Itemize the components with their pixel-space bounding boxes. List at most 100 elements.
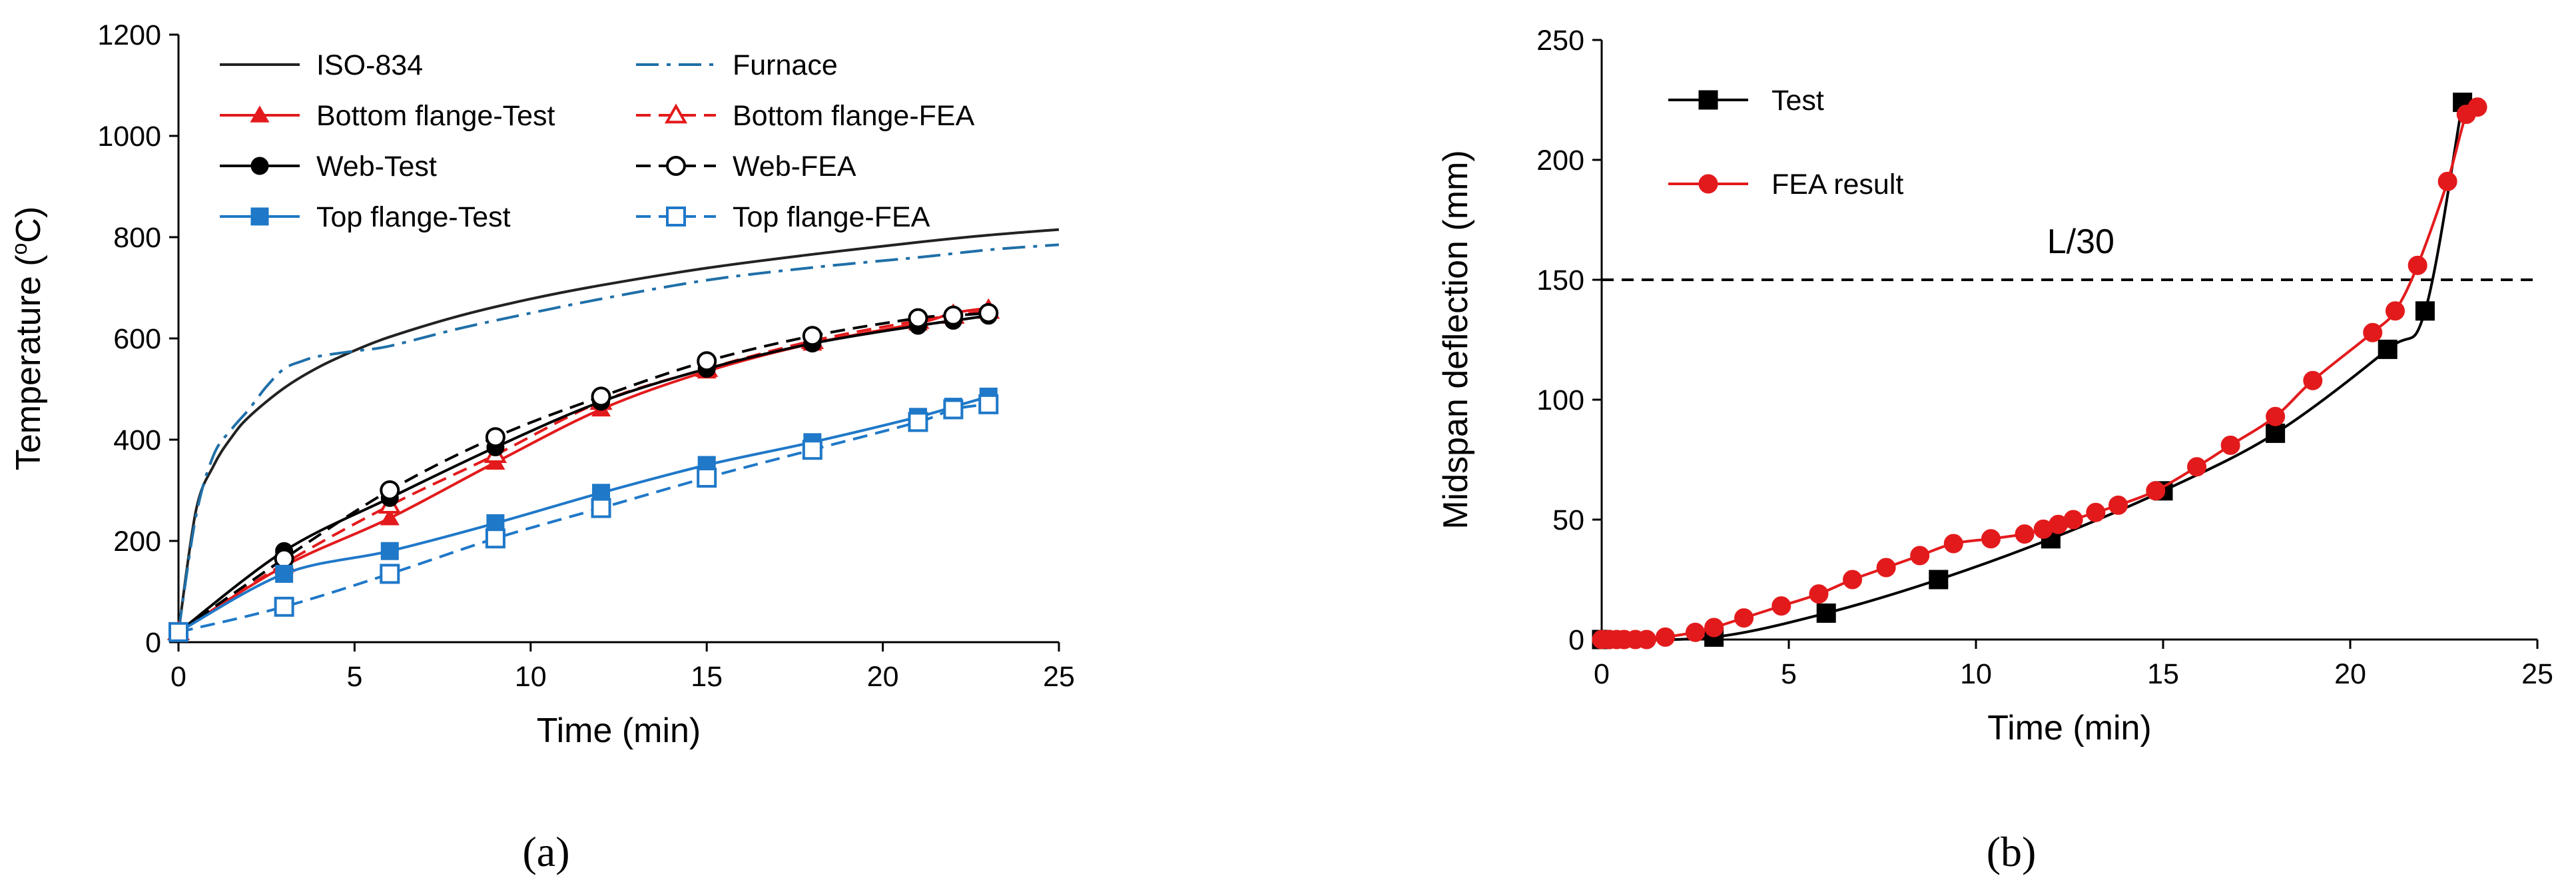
x-tick-label: 20	[2334, 658, 2366, 690]
data-point-marker	[2266, 423, 2286, 443]
data-point-marker	[1816, 603, 1836, 623]
reference-line-label: L/30	[2047, 222, 2114, 261]
series-line	[177, 309, 989, 634]
legend-entry-label: Furnace	[733, 49, 838, 81]
y-tick-label: 0	[145, 627, 161, 659]
degree-superscript: o	[7, 243, 31, 255]
y-axis-title-part: C)	[9, 207, 48, 243]
data-point-marker	[485, 427, 505, 448]
data-point-marker	[1771, 596, 1791, 616]
series-line	[1602, 105, 2479, 642]
chart-panel-a: 0 5 10 15 20 25 0 200 400 600 800 1000 1200 Time (min…	[7, 19, 1075, 875]
data-point-marker	[1686, 622, 1705, 642]
legend-entry-label: Bottom flange-Test	[316, 100, 555, 132]
data-point-marker	[2437, 171, 2457, 191]
data-point-marker	[908, 308, 928, 328]
data-point-marker	[274, 596, 294, 617]
data-point-marker	[1929, 570, 1949, 590]
data-point-marker	[485, 528, 505, 549]
x-tick-label: 15	[2147, 658, 2179, 690]
data-point-marker	[380, 564, 400, 584]
data-point-marker	[1636, 630, 1656, 650]
data-point-marker	[1981, 529, 2001, 549]
data-point-marker	[1910, 546, 1930, 566]
data-point-marker	[1704, 618, 1724, 638]
panel-label: (a)	[522, 828, 569, 875]
y-tick-label: 600	[113, 323, 161, 355]
x-tick-label: 10	[1960, 658, 1992, 690]
legend: Test FEA result	[1668, 85, 1903, 201]
legend-entry-label: Top flange-Test	[316, 201, 511, 233]
series-furnace	[177, 243, 1060, 633]
data-point-marker	[168, 622, 188, 642]
y-tick-label: 100	[1536, 384, 1584, 416]
series-fea-result	[1592, 97, 2487, 650]
data-point-marker	[591, 498, 611, 518]
x-tick-label: 5	[346, 661, 362, 693]
y-tick-label: 1000	[97, 121, 161, 153]
data-point-marker	[2378, 339, 2398, 359]
y-tick-label: 150	[1536, 264, 1584, 296]
y-axis-title-part: Temperature (	[9, 254, 48, 470]
y-tick-label: 400	[113, 424, 161, 456]
y-tick-label: 250	[1536, 25, 1584, 57]
y-tick-label: 0	[1568, 624, 1584, 656]
data-point-marker	[2303, 370, 2323, 390]
series-line	[178, 402, 989, 634]
series-line	[177, 228, 1060, 633]
legend-marker-swatch	[250, 207, 269, 226]
x-tick-label: 0	[1594, 658, 1610, 690]
legend-marker-swatch	[1698, 90, 1718, 110]
x-tick-label: 10	[515, 661, 547, 693]
data-point-marker	[2063, 510, 2083, 530]
data-point-marker	[380, 542, 399, 560]
data-point-marker	[2415, 301, 2435, 321]
legend-marker-swatch	[250, 157, 269, 175]
data-point-marker	[802, 326, 822, 346]
legend-entry-label: Web-FEA	[733, 151, 856, 183]
y-tick-label: 200	[1536, 145, 1584, 177]
legend-marker-swatch	[250, 105, 270, 123]
x-tick-label: 0	[170, 661, 186, 693]
data-point-marker	[1734, 608, 1754, 628]
series-iso-834	[177, 228, 1060, 633]
data-point-marker	[1656, 627, 1676, 647]
data-point-marker	[697, 351, 717, 372]
legend-marker-swatch	[666, 207, 686, 226]
y-axis-title: Midspan deflection (mm)	[1437, 150, 1475, 529]
series-bottom-flange-fea	[166, 298, 1000, 641]
x-axis-title: Time (min)	[537, 711, 701, 750]
data-point-marker	[908, 412, 928, 432]
data-point-marker	[1809, 584, 1829, 604]
data-point-marker	[978, 303, 999, 323]
data-point-marker	[2015, 524, 2035, 544]
data-point-marker	[2146, 481, 2166, 501]
series-line	[177, 243, 1060, 633]
x-tick-label: 15	[691, 661, 723, 693]
data-point-marker	[2108, 495, 2128, 515]
data-point-marker	[274, 548, 294, 569]
data-point-marker	[2086, 502, 2106, 522]
y-tick-label: 1200	[97, 19, 161, 51]
data-point-marker	[2408, 255, 2427, 275]
legend-entry-label: Bottom flange-FEA	[733, 100, 975, 132]
data-point-marker	[2266, 406, 2286, 426]
data-point-marker	[380, 508, 400, 526]
legend-marker-swatch	[664, 103, 688, 124]
data-point-marker	[275, 564, 294, 583]
data-point-marker	[1943, 534, 1963, 554]
x-tick-label: 20	[867, 661, 899, 693]
data-point-marker	[697, 468, 717, 488]
series-web-fea	[168, 303, 999, 642]
series-bottom-flange-test	[168, 298, 998, 640]
x-tick-label: 25	[1043, 661, 1075, 693]
data-point-marker	[380, 480, 400, 500]
data-point-marker	[943, 399, 964, 420]
data-point-marker	[1843, 570, 1863, 590]
x-axis-title: Time (min)	[1987, 709, 2152, 747]
series-line	[177, 306, 989, 634]
data-point-marker	[591, 386, 611, 407]
data-point-marker	[2187, 457, 2207, 477]
